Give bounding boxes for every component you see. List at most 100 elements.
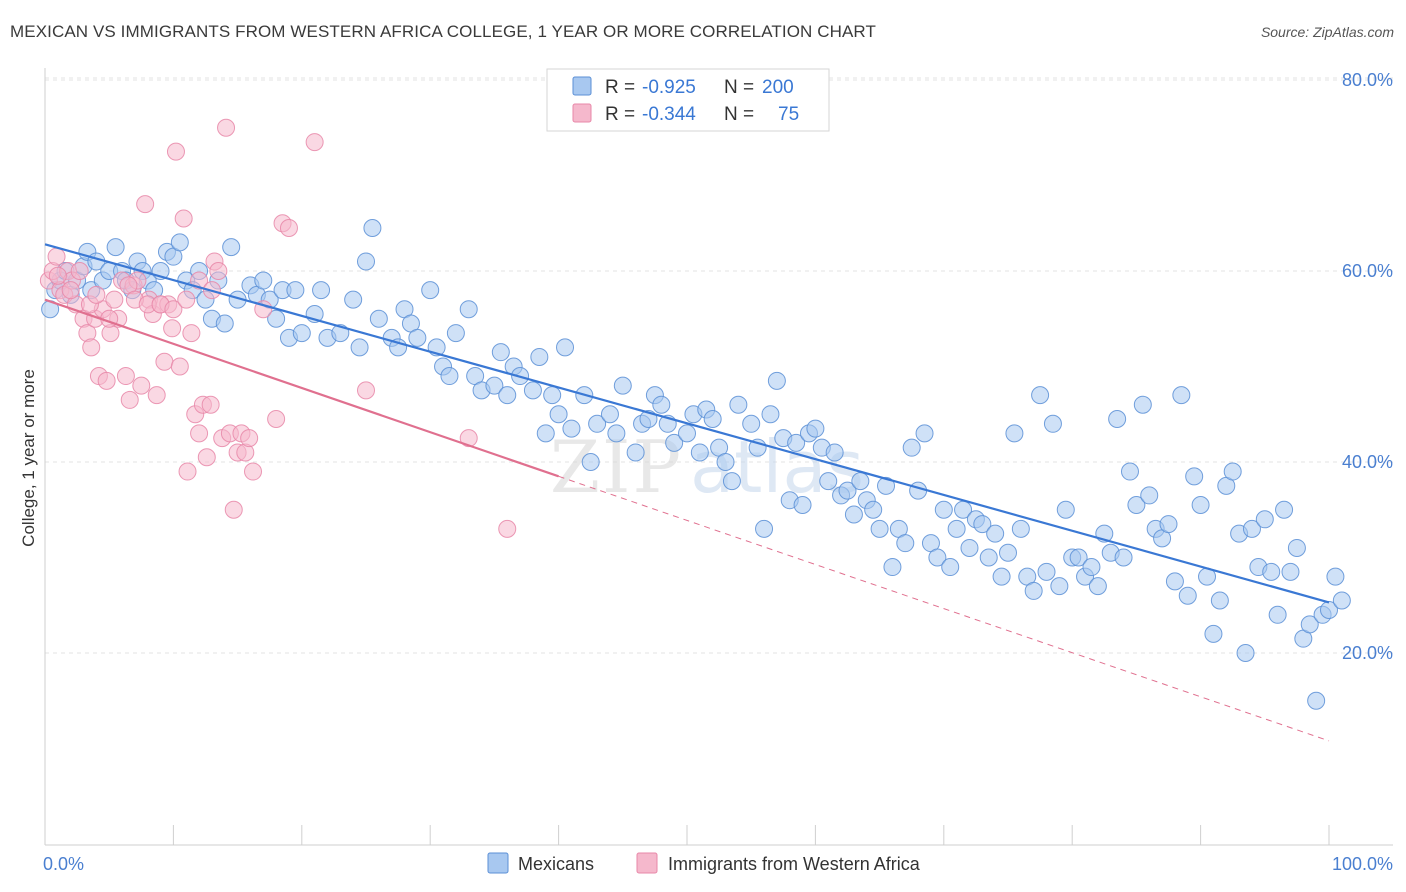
- point-0-149: [1069, 548, 1088, 567]
- point-0-183: [1287, 538, 1306, 557]
- legend-n-label-0: N =: [724, 77, 754, 98]
- point-0-115: [851, 472, 870, 491]
- point-1-60: [459, 429, 478, 448]
- point-0-59: [440, 367, 459, 386]
- point-1-48: [224, 500, 243, 519]
- point-0-61: [459, 300, 478, 319]
- point-0-79: [600, 405, 619, 424]
- point-1-42: [201, 395, 220, 414]
- point-1-71: [164, 300, 183, 319]
- legend-swatch-western-africa: [572, 103, 592, 123]
- point-0-156: [1114, 548, 1133, 567]
- bottom-legend-label-western-africa: Immigrants from Western Africa: [668, 854, 921, 874]
- point-1-36: [178, 462, 197, 481]
- point-0-105: [787, 433, 806, 452]
- point-0-152: [1088, 577, 1107, 596]
- legend-n-value-0: 200: [762, 77, 794, 98]
- point-1-44: [209, 262, 228, 280]
- x-tick-label-0: 0.0%: [43, 854, 84, 874]
- point-0-71: [536, 424, 555, 443]
- point-0-155: [1108, 410, 1127, 429]
- point-0-127: [928, 548, 947, 567]
- point-1-58: [305, 133, 324, 152]
- point-0-48: [357, 252, 375, 271]
- legend-r-value-0: -0.925: [642, 77, 696, 98]
- legend-n-label-1: N =: [724, 104, 754, 125]
- point-0-129: [941, 558, 960, 577]
- grid-layer: [45, 77, 1393, 654]
- point-0-178: [1255, 510, 1274, 529]
- point-0-145: [1043, 414, 1062, 433]
- point-0-82: [626, 443, 645, 462]
- y-tick-label-1: 40.0%: [1342, 452, 1393, 472]
- series-western-africa: [39, 118, 517, 538]
- y-axis-label: College, 1 year or more: [19, 369, 38, 547]
- point-0-179: [1262, 562, 1281, 581]
- point-0-160: [1140, 486, 1159, 505]
- point-0-93: [703, 410, 722, 429]
- point-0-142: [1024, 581, 1043, 600]
- point-0-189: [1326, 567, 1345, 586]
- trend-line-mexicans: [44, 243, 1330, 604]
- point-0-23: [170, 233, 189, 252]
- point-0-122: [896, 534, 915, 553]
- point-0-157: [1120, 462, 1139, 481]
- legend-r-value-1: -0.344: [642, 104, 696, 125]
- point-0-72: [543, 386, 562, 405]
- point-0-186: [1307, 691, 1326, 710]
- point-0-95: [716, 453, 735, 471]
- point-0-185: [1300, 615, 1319, 634]
- top-legend-box: [546, 68, 830, 132]
- point-1-20: [116, 367, 135, 386]
- axis-layer: 20.0% 40.0% 60.0% 80.0% 0.0% 100.0%: [43, 68, 1393, 874]
- trend-layer: [44, 243, 1330, 742]
- point-1-32: [163, 319, 182, 338]
- point-1-65: [87, 285, 106, 304]
- point-1-34: [170, 357, 189, 376]
- point-0-30: [215, 314, 234, 333]
- point-1-39: [190, 424, 209, 443]
- point-0-98: [742, 414, 761, 433]
- point-0-175: [1236, 644, 1255, 662]
- point-0-70: [530, 347, 549, 366]
- point-0-118: [870, 519, 889, 538]
- point-0-173: [1223, 462, 1242, 481]
- point-1-41: [197, 448, 216, 467]
- bottom-legend: Mexicans Immigrants from Western Africa: [487, 852, 921, 874]
- points-layer: [39, 118, 1351, 710]
- chart-source: Source: ZipAtlas.com: [1260, 24, 1394, 40]
- trend-line-western-africa-extension: [558, 475, 1330, 742]
- point-0-101: [761, 405, 780, 424]
- point-1-62: [48, 266, 67, 285]
- point-0-56: [421, 281, 440, 300]
- point-1-63: [61, 281, 80, 300]
- point-0-37: [267, 309, 286, 328]
- legend-n-value-1: 75: [778, 104, 799, 125]
- point-0-110: [819, 472, 838, 491]
- point-1-15: [97, 371, 116, 390]
- point-0-144: [1037, 562, 1056, 581]
- point-0-69: [523, 381, 542, 400]
- point-0-31: [222, 238, 241, 257]
- point-0-12: [106, 238, 125, 257]
- point-0-140: [1011, 519, 1030, 538]
- point-0-60: [446, 324, 465, 343]
- point-0-117: [864, 500, 883, 519]
- trend-line-western-africa: [44, 298, 559, 478]
- bottom-legend-label-mexicans: Mexicans: [518, 854, 594, 874]
- point-0-100: [755, 519, 774, 538]
- point-0-147: [1056, 500, 1075, 519]
- point-0-91: [690, 443, 709, 462]
- legend-r-label-0: R =: [605, 77, 635, 98]
- point-0-124: [909, 481, 928, 500]
- point-0-135: [979, 548, 998, 567]
- point-0-181: [1275, 500, 1294, 519]
- point-0-158: [1127, 495, 1146, 514]
- point-0-73: [549, 405, 568, 424]
- point-0-130: [947, 519, 966, 538]
- point-0-96: [722, 472, 741, 491]
- legend-swatch-mexicans: [572, 76, 592, 96]
- point-1-46: [217, 118, 236, 137]
- top-legend: R = -0.925 N = 200 R = -0.344 N = 75: [546, 68, 830, 132]
- point-1-59: [357, 381, 375, 400]
